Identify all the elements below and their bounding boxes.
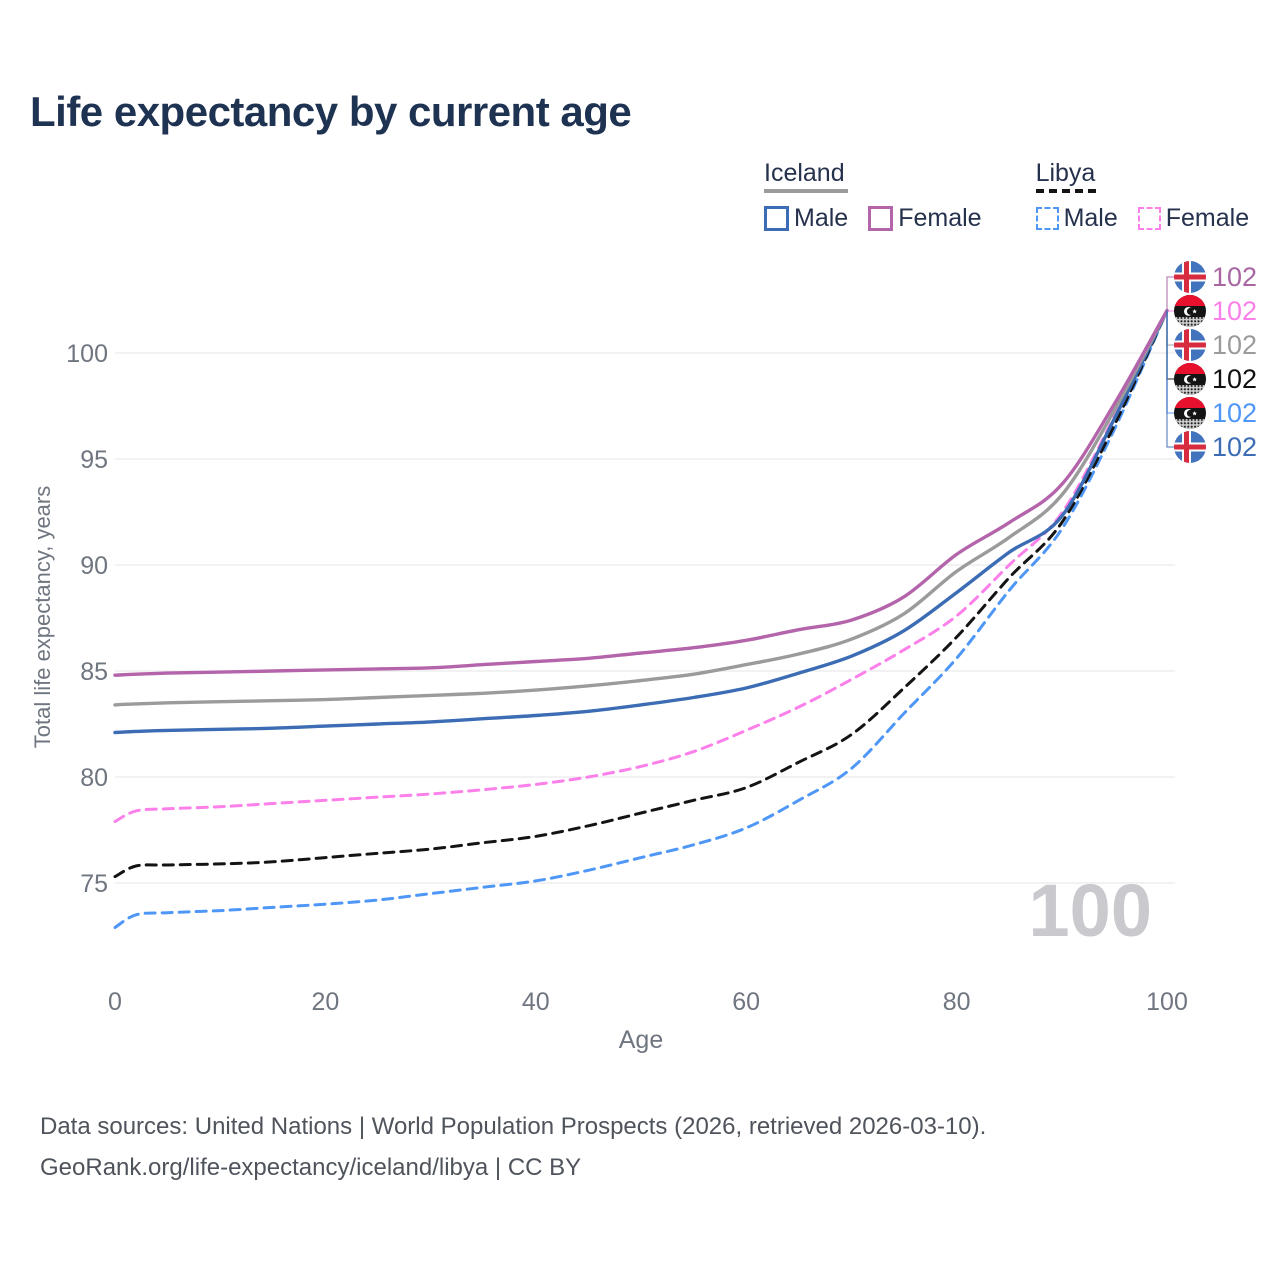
iceland-flag-icon xyxy=(1174,431,1206,463)
legend-group-iceland: Iceland Male Female xyxy=(764,160,1002,233)
svg-text:102: 102 xyxy=(1212,432,1257,462)
svg-text:102: 102 xyxy=(1212,262,1257,292)
svg-text:0: 0 xyxy=(108,988,122,1016)
libya-female-swatch[interactable] xyxy=(1137,207,1161,230)
end-label-libya-male[interactable]: 102 xyxy=(1174,397,1257,429)
svg-text:75: 75 xyxy=(80,870,108,898)
leader-line xyxy=(1166,276,1174,311)
leader-line xyxy=(1166,310,1174,448)
page-title: Life expectancy by current age xyxy=(30,88,632,135)
age-watermark: 100 xyxy=(1028,869,1152,952)
end-label-libya-female[interactable]: 102 xyxy=(1174,295,1257,327)
leader-line xyxy=(1166,310,1174,346)
y-axis-title: Total life expectancy, years xyxy=(30,485,55,749)
iceland-female-swatch[interactable] xyxy=(868,206,894,231)
svg-text:40: 40 xyxy=(522,988,550,1016)
legend-group-libya: Libya Male Female xyxy=(1035,159,1270,233)
svg-text:100: 100 xyxy=(66,340,108,368)
svg-text:102: 102 xyxy=(1212,330,1257,360)
libya-flag-icon xyxy=(1174,363,1206,395)
series-line-libya-both-sexes[interactable] xyxy=(113,309,1169,879)
end-label-iceland-male[interactable]: 102 xyxy=(1174,431,1257,463)
footer-attribution-link[interactable]: GeoRank.org/life-expectancy/iceland/liby… xyxy=(40,1154,582,1181)
svg-text:60: 60 xyxy=(732,988,760,1016)
end-label-iceland-female[interactable]: 102 xyxy=(1174,261,1257,293)
iceland-female-label[interactable]: Female xyxy=(898,204,982,232)
y-tick-labels: 75 80 85 90 95 100 xyxy=(66,340,108,898)
svg-text:102: 102 xyxy=(1212,364,1257,394)
series-line-iceland-male[interactable] xyxy=(113,308,1169,735)
series-line-iceland-female[interactable] xyxy=(113,308,1169,677)
footer-data-sources: Data sources: United Nations | World Pop… xyxy=(40,1113,987,1140)
svg-text:102: 102 xyxy=(1212,398,1257,428)
libya-dashed-line-swatch xyxy=(1035,189,1096,193)
series-line-libya-female[interactable] xyxy=(113,309,1169,823)
end-labels: 102 102 102 xyxy=(1166,261,1257,463)
iceland-flag-icon xyxy=(1174,329,1206,361)
iceland-solid-line-swatch xyxy=(764,189,848,193)
series-line-iceland-both-sexes[interactable] xyxy=(113,308,1169,707)
end-label-iceland-both-sexes[interactable]: 102 xyxy=(1174,329,1257,361)
x-tick-labels: 0 20 40 60 80 100 xyxy=(108,988,1188,1016)
libya-flag-icon xyxy=(1174,295,1206,327)
svg-text:95: 95 xyxy=(80,446,108,474)
end-label-libya-both-sexes[interactable]: 102 xyxy=(1174,363,1257,395)
libya-female-label[interactable]: Female xyxy=(1165,204,1250,232)
legend-group-title-iceland: Iceland xyxy=(764,159,845,187)
legend-group-title-libya: Libya xyxy=(1035,159,1096,187)
svg-text:90: 90 xyxy=(80,552,108,580)
series-line-libya-male[interactable] xyxy=(113,309,1169,929)
svg-text:20: 20 xyxy=(311,988,339,1016)
iceland-flag-icon xyxy=(1174,261,1206,293)
svg-text:80: 80 xyxy=(80,764,108,792)
svg-text:102: 102 xyxy=(1212,296,1257,326)
svg-text:85: 85 xyxy=(80,658,108,686)
libya-flag-icon xyxy=(1174,397,1206,429)
leader-line xyxy=(1166,310,1174,414)
svg-text:100: 100 xyxy=(1146,988,1188,1016)
svg-text:80: 80 xyxy=(943,988,971,1016)
libya-male-label[interactable]: Male xyxy=(1063,204,1118,232)
x-axis-title: Age xyxy=(618,1026,664,1054)
series-lines xyxy=(113,308,1169,929)
footer: Data sources: United Nations | World Pop… xyxy=(40,1106,986,1188)
iceland-male-label[interactable]: Male xyxy=(794,204,849,232)
iceland-male-swatch[interactable] xyxy=(764,206,789,231)
libya-male-swatch[interactable] xyxy=(1035,207,1059,230)
chart-legend: Iceland Male Female Libya Male Female xyxy=(764,160,1269,233)
